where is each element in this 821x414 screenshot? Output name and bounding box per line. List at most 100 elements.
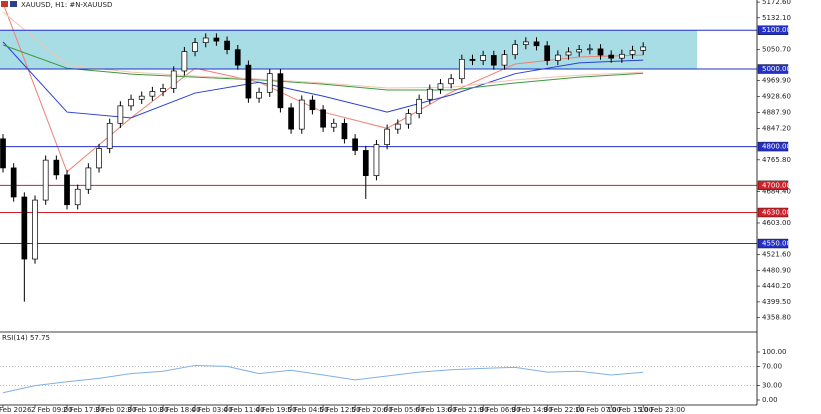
candle-body (277, 73, 284, 109)
candle-body (192, 42, 198, 52)
candle-body (522, 41, 529, 45)
candle-body (597, 48, 604, 56)
level-label: 4700.00 (762, 181, 791, 189)
level-label: 4550.00 (762, 240, 791, 248)
candle-body (640, 46, 647, 51)
candle-body (32, 199, 38, 260)
candle-body (128, 98, 134, 107)
y-tick-label: 5050.70 (762, 45, 791, 53)
candle-body (458, 58, 465, 80)
candle-body (288, 107, 294, 130)
x-tick-label: 9 Feb 06:00 (479, 406, 520, 414)
candle-body (224, 40, 230, 50)
level-label-box (757, 238, 789, 249)
candle-body (629, 50, 636, 55)
candle-body (608, 54, 615, 59)
candle-body (437, 83, 444, 90)
candle-body (480, 55, 486, 61)
y-tick-label: 70.00 (762, 362, 782, 370)
level-label: 5100.00 (762, 26, 791, 34)
x-tick-label: 6 Feb 05:00 (383, 406, 424, 414)
level-label-box (757, 207, 789, 218)
candle-body (512, 44, 519, 56)
candle-body (330, 122, 337, 128)
candle-body (42, 159, 49, 201)
x-tick-label: 9 Feb 14:00 (511, 406, 552, 414)
level-label: 4630.00 (762, 209, 791, 217)
candle-body (160, 88, 166, 92)
x-tick-label: 2 Feb 17:00 (63, 406, 104, 414)
y-tick-label: 4358.80 (762, 314, 791, 322)
indicator-title: RSI(14) 57.75 (2, 334, 50, 342)
x-tick-label: 5 Feb 04:00 (287, 406, 328, 414)
y-tick-label: 100.00 (762, 348, 787, 356)
x-tick-label: 9 Feb 22:00 (543, 406, 584, 414)
candle-body (0, 138, 6, 169)
candle-body (106, 122, 113, 149)
x-tick-label: 2 Feb 09:00 (31, 406, 72, 414)
y-tick-label: 4399.50 (762, 298, 791, 306)
x-tick-label: 10 Feb 07:00 (575, 406, 621, 414)
x-tick-label: 6 Feb 13:00 (415, 406, 456, 414)
candle-body (320, 109, 326, 128)
x-tick-label: 3 Feb 02:00 (95, 406, 136, 414)
y-tick-label: 4603.00 (762, 219, 791, 227)
candle-body (416, 98, 422, 114)
moving-average (2, 41, 644, 119)
candle-body (85, 167, 92, 190)
level-label-box (757, 25, 789, 35)
y-tick-label: 4480.90 (762, 266, 791, 274)
candle-body (181, 51, 188, 72)
candle-body (202, 37, 209, 44)
candle-body (96, 148, 102, 169)
x-tick-label: 4 Feb 03:00 (191, 406, 232, 414)
y-tick-label: 4969.90 (762, 77, 791, 85)
candle-body (533, 41, 540, 47)
rsi-line (2, 364, 644, 394)
candle-body (170, 70, 177, 89)
level-label: 5000.00 (762, 65, 791, 73)
candle-body (234, 49, 241, 66)
y-tick-label: 4928.60 (762, 93, 791, 101)
candle-body (53, 159, 60, 176)
candle-body (554, 54, 561, 61)
y-tick-label: 4847.20 (762, 124, 791, 132)
x-tick-label: 3 Feb 10:00 (127, 406, 168, 414)
candle-body (501, 54, 508, 66)
x-tick-label: 10 Feb 15:00 (607, 406, 653, 414)
candle-body (21, 196, 28, 260)
x-tick-label: 5 Feb 12:00 (319, 406, 360, 414)
y-tick-label: 4440.20 (762, 282, 791, 290)
candle-body (586, 48, 593, 51)
chart-title: XAUUSD, H1: #N-XAUUSD (21, 1, 112, 9)
candle-body (469, 58, 476, 61)
candle-body (565, 51, 572, 56)
x-tick-label: 6 Feb 21:00 (447, 406, 488, 414)
x-tick-label: Feb 2026 (0, 406, 32, 414)
y-tick-label: 30.00 (762, 382, 782, 390)
y-tick-label: 5172.60 (762, 0, 791, 6)
x-tick-label: 4 Feb 11:00 (223, 406, 264, 414)
candle-body (576, 49, 583, 53)
candle-body (373, 144, 380, 177)
x-tick-label: 3 Feb 18:00 (159, 406, 200, 414)
candle-body (490, 55, 497, 66)
y-tick-label: 4684.40 (762, 187, 791, 195)
candle-body (309, 99, 316, 111)
candle-body (352, 138, 358, 151)
candle-body (405, 113, 412, 125)
candle-body (117, 105, 124, 124)
x-tick-label: 5 Feb 20:00 (351, 406, 392, 414)
y-tick-label: 4887.90 (762, 108, 791, 116)
y-tick-label: 0.00 (762, 396, 778, 404)
level-label: 4800.00 (762, 143, 791, 151)
candle-body (266, 73, 273, 93)
candle-body (394, 123, 401, 130)
moving-average (2, 11, 644, 89)
candle-body (149, 91, 156, 97)
candle-body (213, 37, 220, 42)
candle-body (619, 53, 625, 59)
y-tick-label: 5132.10 (762, 14, 791, 22)
moving-average (2, 44, 644, 91)
